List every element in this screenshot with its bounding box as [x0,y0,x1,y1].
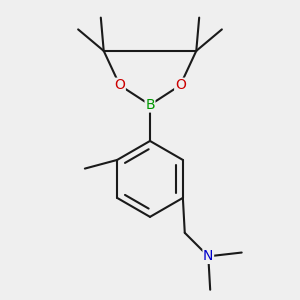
Text: B: B [145,98,155,112]
Text: N: N [203,249,214,263]
Text: O: O [114,78,125,92]
Text: O: O [175,78,186,92]
